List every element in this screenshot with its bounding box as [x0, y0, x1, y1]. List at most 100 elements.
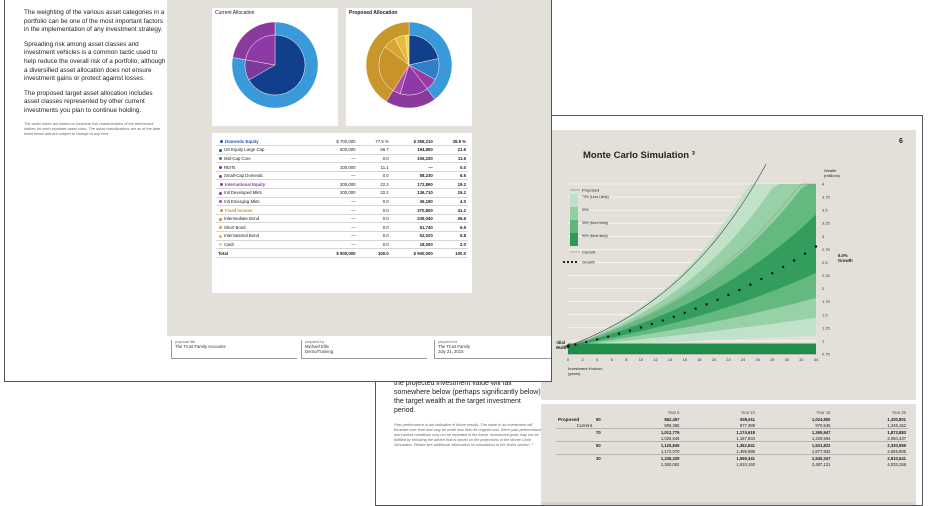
donut-inner-slice [405, 34, 410, 66]
growth-dot [617, 332, 621, 335]
allocation-value: — [313, 197, 358, 207]
legend-dot-icon [220, 208, 223, 212]
y-tick-label: 3.75 [822, 195, 831, 200]
allocation-value: 100.0 [357, 248, 391, 258]
projection-row: 30 1,236,329 1,559,341 1,940,347 2,910,541 [556, 454, 908, 461]
allocation-value: 200,000 [313, 179, 358, 190]
fan-base [568, 343, 816, 354]
allocation-value: — [313, 222, 358, 233]
projection-value: 862,457 [664, 416, 680, 422]
asset-class-label: Fixed Income [225, 207, 253, 213]
projection-value: 4,033,158 [887, 461, 906, 467]
allocation-value: 0.0 [357, 231, 391, 241]
footer-key: prepared by [305, 340, 325, 344]
allocation-value: 58,230 [390, 171, 435, 181]
x-tick-label: 10 [639, 357, 644, 362]
projection-value: 1,360,062 [660, 461, 680, 467]
projection-row: 1,172,070 1,498,896 1,877,932 2,869,805 [556, 448, 908, 455]
allocation-value: $ 700,000 [313, 137, 358, 147]
asset-class-name: Mid-Cap Core [216, 154, 314, 164]
asset-class-name: Domestic Equity [216, 137, 314, 147]
allocation-value: 0.0 [357, 240, 391, 250]
asset-class-name: Intl Emerging Mkts [216, 197, 314, 207]
projection-column-header [556, 409, 594, 416]
legend-label: Current [582, 250, 596, 255]
allocation-value: $ 900,000 [390, 248, 435, 258]
legend-swatch [570, 207, 578, 220]
allocation-value: — [313, 171, 358, 181]
projection-value: 2,330,959 [832, 441, 908, 448]
projection-value: 2,487,121 [811, 461, 831, 467]
x-tick-label: 34 [814, 357, 819, 362]
allocation-value: 0.0 [357, 205, 391, 215]
allocation-table: Domestic Equity $ 700,000 77.8 % $ 358,210 3… [216, 137, 468, 258]
growth-dot [792, 259, 796, 262]
projection-value: 1,187,834 [736, 435, 755, 441]
allocation-row: US Equity Large Cap 600,000 66.7 194,850 21.… [216, 145, 468, 155]
projection-value: 1,940,347 [757, 454, 833, 461]
allocation-value: 105,230 [390, 154, 435, 164]
asset-class-name: Short Bond [216, 222, 314, 233]
growth-dot [694, 307, 697, 310]
donut-inner-slice [408, 34, 439, 66]
monte-carlo-chart: 0.75 1 1.25 1.5 1.75 2 2.25 2.5 2.75 3 3.25 3.5 3.75… [556, 164, 853, 376]
allocation-row: International Bond —0.0 52,020 5.8 [216, 231, 468, 241]
projection-value: 1,172,070 [660, 448, 680, 454]
projection-value: 1,024,800 [811, 416, 831, 422]
allocation-value: 15.2 [434, 188, 468, 198]
legend-dot-icon [219, 200, 222, 204]
allocation-row: Short Bond —0.0 61,740 6.9 [216, 222, 468, 233]
projection-value: 1,026,546 [660, 435, 680, 441]
projection-value: 1,873,883 [832, 428, 908, 435]
allocation-value: — [313, 214, 358, 224]
growth-dot [738, 288, 741, 292]
projection-value: 1,236,329 [606, 454, 682, 461]
allocation-value: 52,020 [390, 231, 435, 241]
legend-dot-icon [219, 191, 222, 195]
projection-value: 939,611 [740, 416, 755, 422]
allocation-value: 26.6 [434, 214, 468, 224]
proposed-allocation-card: Proposed Allocation [346, 8, 472, 126]
asset-class-label: Short Bond [224, 224, 246, 230]
allocation-row: Mid-Cap Core —0.0 105,230 11.6 [216, 154, 468, 164]
allocation-value: 6.5 [434, 171, 468, 181]
x-tick-label: 26 [755, 357, 760, 362]
allocation-value: 200,000 [313, 188, 358, 198]
growth-dot [595, 338, 599, 341]
allocation-value: 39.8 % [434, 137, 468, 147]
legend-swatch [570, 194, 578, 207]
x-axis-label: Investment Horizon [568, 366, 602, 371]
legend-dot-icon [219, 243, 222, 247]
allocation-value: 600,000 [313, 145, 358, 155]
allocation-row: Intl Developed Mkts 200,000 22.2 136,710 15.… [216, 188, 468, 198]
asset-class-label: Domestic Equity [225, 138, 259, 144]
monte-carlo-page: 6 Monte Carlo Simulation ³ 0.75 1 1.25 1.5 1… [375, 115, 923, 506]
y-tick-label: 1.75 [822, 299, 831, 304]
projection-row: Proposed 90 862,457 939,611 1,024,800 1,330,8… [556, 416, 908, 422]
growth-dot [650, 322, 654, 326]
allocation-value: $ 900,000 [313, 248, 358, 258]
allocation-value: 18,000 [390, 240, 435, 250]
legend-dot [566, 260, 570, 264]
legend-swatch [570, 233, 578, 246]
allocation-value: 100,000 [313, 162, 358, 172]
legend-label: 30% (More likely) [582, 221, 608, 225]
allocation-paragraph-2: Spreading risk among asset classes and i… [24, 40, 166, 83]
allocation-value: 22.2 [357, 188, 391, 198]
page-number: 6 [899, 138, 903, 145]
x-tick-label: 4 [596, 357, 599, 362]
asset-class-label: Intermediate Bond [224, 216, 260, 222]
footer-value: The Trust Family July 21, 2015 [438, 344, 470, 354]
footer-prepared-for: prepared for The Trust Family July 21, 2… [434, 340, 551, 359]
growth-dot [727, 293, 730, 297]
projection-row-label [556, 428, 594, 435]
asset-class-label: International Equity [225, 181, 266, 187]
legend-swatch [570, 220, 578, 233]
allocation-value: $ 358,210 [390, 137, 435, 147]
allocation-value: 0.0 [434, 162, 468, 172]
asset-class-label: Intl Developed Mkts [224, 190, 262, 196]
legend-dot-icon [219, 165, 222, 169]
allocation-value: 21.6 [434, 145, 468, 155]
fan-band [568, 214, 816, 347]
allocation-value: — [390, 162, 435, 172]
